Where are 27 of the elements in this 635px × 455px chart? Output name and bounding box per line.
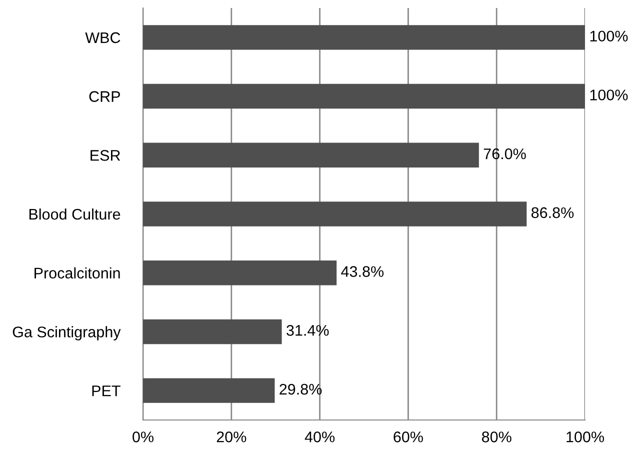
x-tick-label: 100% <box>566 432 604 442</box>
y-tick-label: CRP <box>89 91 120 102</box>
data-label: 43.8% <box>341 266 384 277</box>
data-label: 100% <box>590 30 628 42</box>
y-tick-label: Procalcitonin <box>34 267 120 279</box>
x-tick-label: 80% <box>482 432 512 442</box>
x-tick-label: 60% <box>394 432 423 442</box>
bar <box>143 142 479 168</box>
x-tick-label: 20% <box>216 432 246 442</box>
bar <box>143 260 337 286</box>
y-tick-label: ESR <box>90 150 120 161</box>
x-tick-label: 40% <box>304 432 335 442</box>
y-tick-label: WBC <box>85 32 120 44</box>
bar <box>143 378 275 403</box>
y-tick-label: Blood Culture <box>29 208 120 220</box>
data-label: 31.4% <box>286 324 329 336</box>
data-label: 100% <box>590 90 628 100</box>
y-tick-label: Ga Scintigraphy <box>12 326 121 340</box>
data-label: 76.0% <box>484 148 526 160</box>
y-tick-label: PET <box>92 386 120 396</box>
data-label: 86.8% <box>531 207 574 218</box>
bar <box>143 319 282 344</box>
x-tick-label: 0% <box>132 432 154 442</box>
bar <box>143 202 527 226</box>
bar <box>143 25 585 50</box>
bar <box>143 84 585 109</box>
data-label: 29.8% <box>280 384 322 395</box>
